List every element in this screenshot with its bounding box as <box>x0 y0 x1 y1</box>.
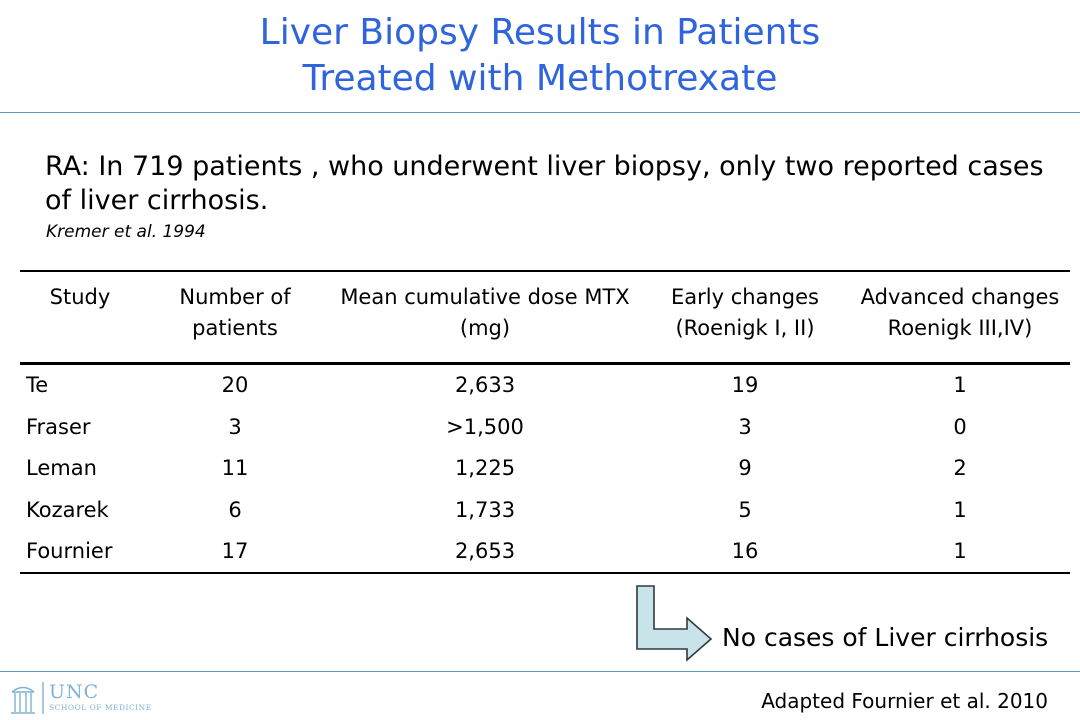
table-row: Fournier 17 2,653 16 1 <box>20 531 1070 573</box>
cell-mean-dose: 1,225 <box>454 456 516 481</box>
header-study: Study <box>49 285 111 309</box>
logo-wordmark: UNC <box>49 681 100 703</box>
cell-study: Te <box>26 373 49 398</box>
cell-mean-dose: >1,500 <box>446 414 524 439</box>
cell-early-changes: 19 <box>731 373 759 398</box>
cell-advanced-changes: 1 <box>953 539 967 564</box>
cell-advanced-changes: 2 <box>953 456 967 481</box>
title-line-1: Liver Biopsy Results in Patients <box>259 12 821 53</box>
cell-study: Fournier <box>26 539 113 564</box>
cell-study: Fraser <box>26 414 91 439</box>
header-divider <box>0 112 1080 113</box>
table-header-row: Study Number of patients Mean cumulative… <box>20 271 1070 363</box>
cell-number-of-patients: 3 <box>228 414 242 439</box>
cell-number-of-patients: 6 <box>228 497 242 522</box>
header-advanced-changes: Advanced changes Roenigk III,IV) <box>860 285 1060 340</box>
source-citation: Adapted Fournier et al. 2010 <box>761 689 1048 713</box>
intro-text: RA: In 719 patients , who underwent live… <box>45 151 1044 216</box>
header-early-changes: Early changes (Roenigk I, II) <box>671 285 819 340</box>
header-number-of-patients: Number of patients <box>179 285 291 340</box>
cell-mean-dose: 2,633 <box>454 373 516 398</box>
cell-early-changes: 5 <box>738 497 752 522</box>
cell-mean-dose: 2,653 <box>454 539 516 564</box>
cell-advanced-changes: 0 <box>953 414 967 439</box>
footer-divider <box>0 671 1080 672</box>
title-line-2: Treated with Methotrexate <box>302 58 778 99</box>
cell-early-changes: 16 <box>731 539 759 564</box>
cell-study: Leman <box>26 456 97 481</box>
table-row: Kozarek 6 1,733 5 1 <box>20 489 1070 531</box>
cell-early-changes: 3 <box>738 414 752 439</box>
cell-number-of-patients: 11 <box>221 456 249 481</box>
logo-subtitle: SCHOOL OF MEDICINE <box>49 703 152 712</box>
biopsy-results-table: Study Number of patients Mean cumulative… <box>20 270 1070 574</box>
cell-number-of-patients: 17 <box>221 539 249 564</box>
header-mean-cumulative-dose: Mean cumulative dose MTX (mg) <box>340 285 630 340</box>
cell-number-of-patients: 20 <box>221 373 249 398</box>
unc-old-well-logo-icon <box>11 682 44 714</box>
cell-advanced-changes: 1 <box>953 373 967 398</box>
bent-arrow-icon <box>636 585 713 662</box>
table-row: Te 20 2,633 19 1 <box>20 363 1070 406</box>
cell-advanced-changes: 1 <box>953 497 967 522</box>
table-row: Fraser 3 >1,500 3 0 <box>20 406 1070 448</box>
cell-mean-dose: 1,733 <box>454 497 516 522</box>
callout-text: No cases of Liver cirrhosis <box>722 623 1049 652</box>
table-row: Leman 11 1,225 9 2 <box>20 448 1070 490</box>
cell-early-changes: 9 <box>738 456 752 481</box>
intro-citation: Kremer et al. 1994 <box>46 222 206 242</box>
slide-title: Liver Biopsy Results in Patients Treated… <box>0 10 1080 102</box>
cell-study: Kozarek <box>26 497 109 522</box>
